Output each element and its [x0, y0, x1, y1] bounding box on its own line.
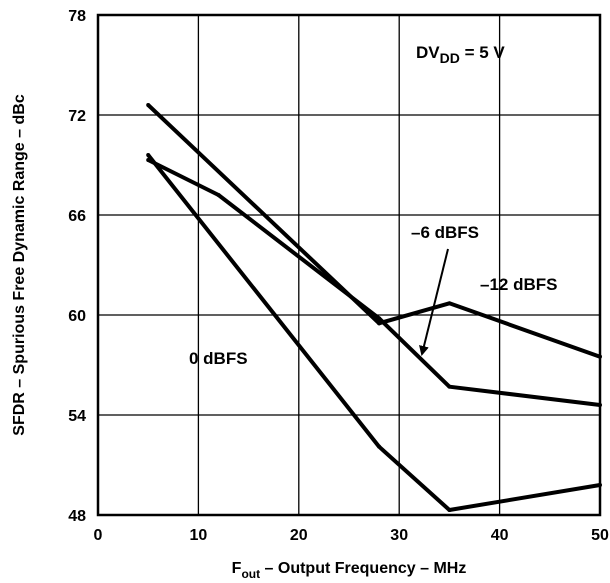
data-point — [146, 153, 151, 157]
y-tick-label: 78 — [68, 8, 86, 25]
data-point — [377, 444, 382, 449]
x-tick-label: 20 — [290, 527, 308, 544]
tick-labels: 0 10 20 30 40 50 48 54 60 66 72 78 — [68, 8, 609, 544]
series-line-2 — [146, 103, 601, 359]
y-tick-label: 60 — [68, 308, 86, 325]
data-point — [377, 321, 382, 326]
plot-frame — [96, 13, 602, 517]
data-point — [598, 354, 602, 359]
series-lines — [146, 103, 602, 512]
data-point — [447, 301, 452, 306]
data-point — [598, 403, 602, 407]
supply-annotation: DVDD = 5 V — [416, 43, 505, 66]
y-axis-title: SFDR – Spurious Free Dynamic Range – dBc — [11, 94, 28, 436]
arrow-6dbfs — [419, 248, 449, 356]
y-tick-label: 66 — [68, 208, 86, 225]
x-tick-label: 50 — [591, 527, 609, 544]
data-point — [146, 158, 151, 162]
data-point — [146, 103, 151, 107]
x-axis-title: Fout – Output Frequency – MHz — [232, 560, 467, 581]
grid — [98, 15, 600, 515]
y-tick-label: 54 — [68, 408, 86, 425]
data-point — [447, 508, 452, 512]
y-tick-label: 48 — [68, 508, 86, 525]
y-tick-label: 72 — [68, 108, 86, 125]
data-point — [447, 384, 452, 389]
data-point — [377, 316, 382, 321]
series-line-0 — [146, 153, 601, 512]
data-point — [598, 483, 602, 487]
data-point — [216, 193, 221, 197]
label-0dbfs: 0 dBFS — [189, 349, 248, 368]
x-tick-label: 0 — [94, 527, 103, 544]
label-12dbfs: –12 dBFS — [480, 275, 557, 294]
x-tick-label: 30 — [390, 527, 408, 544]
label-6dbfs: –6 dBFS — [411, 223, 479, 242]
x-tick-label: 10 — [190, 527, 208, 544]
x-tick-label: 40 — [491, 527, 509, 544]
